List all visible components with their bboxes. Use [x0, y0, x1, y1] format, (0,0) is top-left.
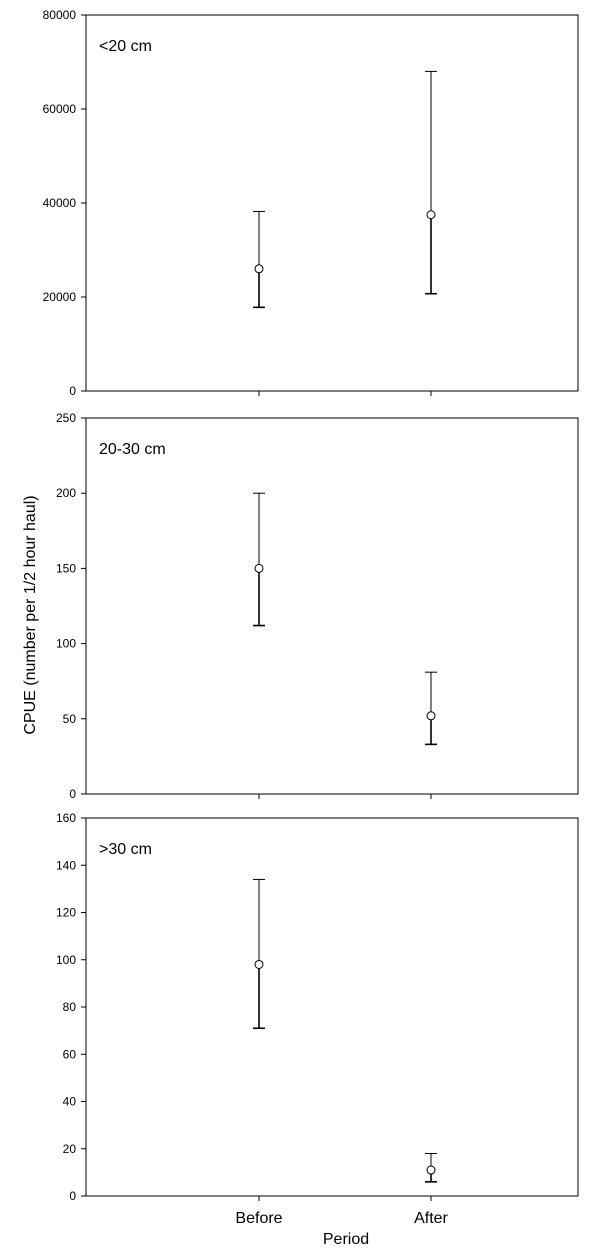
y-tick-label: 140 — [56, 858, 76, 872]
data-point-after — [425, 1152, 437, 1183]
y-tick-label: 40000 — [43, 196, 77, 210]
y-tick-label: 250 — [56, 411, 76, 425]
panel-1: 0 20000 40000 60000 80000 <20 cm — [43, 8, 579, 398]
y-tick-label: 120 — [56, 906, 76, 920]
y-tick-label: 0 — [69, 787, 76, 801]
y-tick-label: 100 — [56, 953, 76, 967]
y-tick-label: 80 — [63, 1000, 77, 1014]
x-category-label: Before — [235, 1210, 282, 1227]
y-tick-label: 40 — [63, 1095, 77, 1109]
y-axis-title: CPUE (number per 1/2 hour haul) — [22, 495, 39, 734]
data-point-after — [425, 70, 437, 295]
y-tick-label: 150 — [56, 561, 76, 575]
data-point-after — [425, 671, 437, 746]
y-tick-label: 0 — [69, 1189, 76, 1203]
x-category-label: After — [414, 1210, 448, 1227]
mean-marker — [426, 711, 436, 721]
y-tick-label: 0 — [69, 384, 76, 398]
y-tick-label: 60000 — [43, 102, 77, 116]
y-tick-label: 20000 — [43, 290, 77, 304]
panel-label: <20 cm — [99, 38, 152, 55]
y-tick-label: 160 — [56, 811, 76, 825]
mean-marker — [426, 210, 436, 220]
y-tick-label: 200 — [56, 486, 76, 500]
panel-3: 0 20 40 60 80 100 120 140 160 >30 cm — [56, 811, 579, 1203]
x-axis-title: Period — [323, 1231, 369, 1248]
mean-marker — [254, 264, 264, 274]
plot-frame — [85, 14, 579, 392]
y-tick-label: 80000 — [43, 8, 77, 22]
panel-label: >30 cm — [99, 841, 152, 858]
panel-label: 20-30 cm — [99, 441, 166, 458]
mean-marker — [254, 959, 264, 969]
data-point-before — [253, 492, 265, 627]
mean-marker — [426, 1165, 436, 1175]
y-tick-label: 50 — [63, 712, 77, 726]
plot-frame — [85, 817, 579, 1197]
y-tick-label: 60 — [63, 1047, 77, 1061]
data-point-before — [253, 210, 265, 309]
panel-2: 0 50 100 150 200 250 20-30 cm — [56, 411, 579, 801]
y-tick-label: 100 — [56, 637, 76, 651]
data-point-before — [253, 878, 265, 1030]
plot-frame — [85, 417, 579, 795]
y-tick-label: 20 — [63, 1142, 77, 1156]
mean-marker — [254, 563, 264, 573]
